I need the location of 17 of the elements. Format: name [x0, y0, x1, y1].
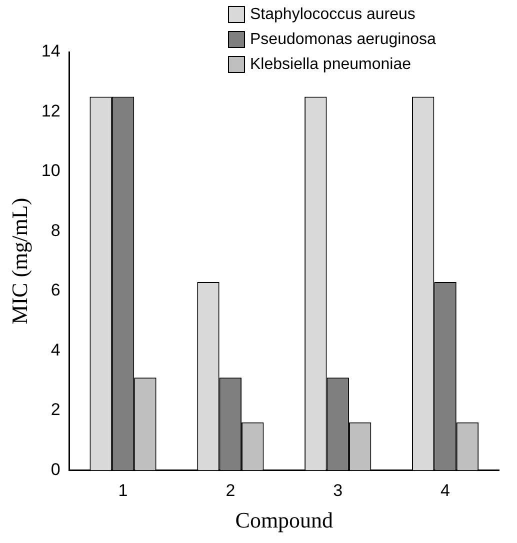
y-axis-title: MIC (mg/mL) [6, 198, 32, 324]
y-tick-label: 8 [50, 220, 60, 240]
y-tick-label: 6 [50, 280, 60, 300]
x-tick-label: 3 [333, 481, 343, 500]
y-tick-label: 10 [41, 161, 60, 180]
x-tick-label: 1 [118, 481, 128, 500]
x-tick-label: 2 [226, 481, 236, 500]
legend-label: Staphylococcus aureus [250, 6, 416, 24]
y-tick-label: 0 [50, 460, 60, 479]
x-tick-label: 4 [440, 481, 450, 500]
y-tick-label: 2 [50, 400, 60, 420]
y-tick-label: 4 [50, 340, 60, 360]
legend-label: Pseudomonas aeruginosa [250, 30, 436, 48]
y-tick-label: 12 [41, 101, 60, 120]
legend-label: Klebsiella pneumoniae [250, 56, 411, 74]
y-tick-label: 14 [41, 42, 60, 61]
x-axis-title: Compound [235, 508, 334, 533]
